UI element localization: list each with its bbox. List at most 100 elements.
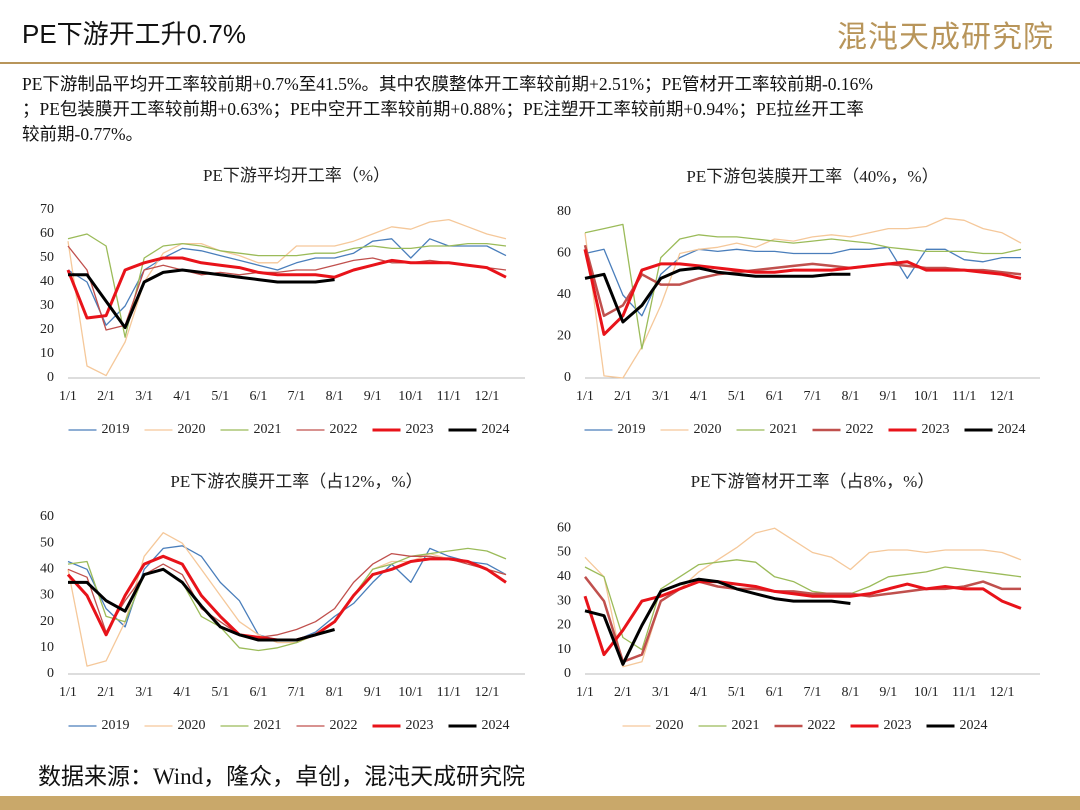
y-tick-label: 50 (40, 250, 54, 265)
legend-label: 2021 (254, 718, 282, 733)
x-tick-label: 2/1 (614, 389, 632, 404)
y-tick-label: 40 (557, 569, 571, 584)
x-tick-label: 9/1 (364, 685, 382, 700)
series-line (67, 238, 507, 326)
legend-label: 2022 (846, 422, 874, 437)
x-tick-label: 12/1 (474, 389, 499, 404)
y-tick-label: 40 (40, 274, 54, 289)
footer-bar (0, 796, 1080, 810)
y-tick-label: 20 (557, 329, 571, 344)
legend-label: 2020 (694, 422, 722, 437)
series-line (67, 547, 507, 652)
x-tick-label: 3/1 (135, 685, 153, 700)
y-tick-label: 0 (47, 666, 54, 681)
legend-label: 2020 (178, 422, 206, 437)
series-line (66, 256, 507, 320)
x-tick-label: 12/1 (990, 389, 1015, 404)
logo: 混沌天成研究院 (837, 21, 1054, 54)
y-tick-label: 20 (557, 618, 571, 633)
x-tick-label: 10/1 (914, 389, 939, 404)
x-tick-label: 4/1 (690, 685, 708, 700)
x-tick-label: 9/1 (364, 389, 382, 404)
x-tick-label: 10/1 (914, 685, 939, 700)
x-tick-label: 4/1 (173, 685, 191, 700)
legend-label: 2022 (330, 422, 358, 437)
y-tick-label: 10 (40, 346, 54, 361)
series-line (584, 217, 1022, 379)
legend-label: 2023 (884, 718, 912, 733)
x-tick-label: 1/1 (59, 389, 77, 404)
legend-label: 2019 (102, 422, 130, 437)
legend-label: 2019 (618, 422, 646, 437)
x-tick-label: 7/1 (288, 389, 306, 404)
x-tick-label: 10/1 (398, 685, 423, 700)
y-tick-label: 0 (47, 370, 54, 385)
x-tick-label: 7/1 (804, 685, 822, 700)
x-tick-label: 8/1 (841, 389, 859, 404)
series-line (66, 554, 507, 642)
y-tick-label: 60 (557, 520, 571, 535)
y-tick-label: 50 (557, 545, 571, 560)
x-tick-label: 2/1 (614, 685, 632, 700)
y-tick-label: 10 (557, 642, 571, 657)
y-tick-label: 20 (40, 322, 54, 337)
x-tick-label: 12/1 (474, 685, 499, 700)
x-tick-label: 10/1 (398, 389, 423, 404)
x-tick-label: 4/1 (690, 389, 708, 404)
x-tick-label: 4/1 (173, 389, 191, 404)
y-tick-label: 30 (40, 298, 54, 313)
legend-label: 2024 (482, 718, 510, 733)
legend-label: 2020 (656, 718, 684, 733)
summary-line: ；PE包装膜开工率较前期+0.63%；PE中空开工率较前期+0.88%；PE注塑… (22, 99, 864, 119)
y-tick-label: 0 (564, 370, 571, 385)
x-tick-label: 6/1 (766, 685, 784, 700)
legend-label: 2023 (406, 718, 434, 733)
legend-label: 2021 (770, 422, 798, 437)
y-tick-label: 60 (40, 226, 54, 241)
y-tick-label: 50 (40, 535, 54, 550)
series-line (68, 567, 336, 642)
y-tick-label: 30 (40, 588, 54, 603)
x-tick-label: 11/1 (437, 389, 461, 404)
y-tick-label: 20 (40, 614, 54, 629)
x-tick-label: 8/1 (326, 685, 344, 700)
y-tick-label: 40 (557, 287, 571, 302)
page-title: PE下游开工升0.7% (22, 19, 246, 49)
x-tick-label: 1/1 (59, 685, 77, 700)
x-tick-label: 7/1 (288, 685, 306, 700)
chart-title: PE下游包装膜开工率（40%，%） (686, 167, 938, 186)
x-tick-label: 11/1 (952, 685, 976, 700)
series-line (584, 223, 1022, 350)
chart-title: PE下游管材开工率（占8%，%） (691, 472, 935, 491)
x-tick-label: 8/1 (326, 389, 344, 404)
series-line (584, 266, 851, 324)
legend-label: 2022 (808, 718, 836, 733)
summary-line: 较前期-0.77%。 (22, 124, 144, 144)
x-tick-label: 9/1 (879, 685, 897, 700)
legend-label: 2023 (406, 422, 434, 437)
chart-title: PE下游农膜开工率（占12%，%） (170, 472, 422, 491)
legend-label: 2024 (998, 422, 1026, 437)
x-tick-label: 3/1 (652, 389, 670, 404)
series-line (584, 576, 1021, 664)
y-tick-label: 80 (557, 204, 571, 219)
x-tick-label: 7/1 (804, 389, 822, 404)
x-tick-label: 3/1 (135, 389, 153, 404)
y-tick-label: 70 (40, 202, 54, 217)
legend-label: 2021 (254, 422, 282, 437)
legend-label: 2019 (102, 718, 130, 733)
series-line (67, 245, 507, 331)
y-tick-label: 60 (557, 246, 571, 261)
summary: PE下游制品平均开工率较前期+0.7%至41.5%。其中农膜整体开工率较前期+2… (22, 72, 873, 147)
x-tick-label: 8/1 (841, 685, 859, 700)
y-tick-label: 10 (40, 640, 54, 655)
x-tick-label: 6/1 (249, 389, 267, 404)
source-note: 数据来源：Wind，隆众，卓创，混沌天成研究院 (38, 764, 526, 789)
x-tick-label: 9/1 (879, 389, 897, 404)
y-tick-label: 30 (557, 593, 571, 608)
x-tick-label: 1/1 (576, 685, 594, 700)
series-line (68, 268, 335, 330)
x-tick-label: 5/1 (211, 685, 229, 700)
legend-label: 2021 (732, 718, 760, 733)
